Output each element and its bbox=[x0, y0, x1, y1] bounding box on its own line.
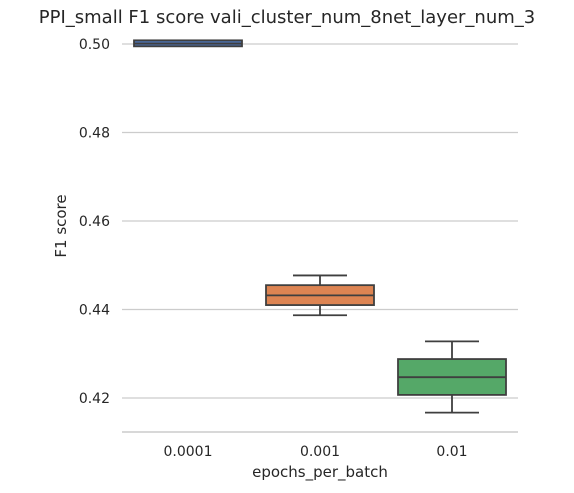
x-tick-label: 0.001 bbox=[300, 444, 340, 460]
gridlines bbox=[122, 43, 518, 399]
y-tick-label: 0.42 bbox=[79, 391, 110, 407]
y-tick-label: 0.48 bbox=[79, 126, 110, 142]
y-tick-labels: 0.42 0.44 0.46 0.48 0.50 bbox=[79, 37, 110, 407]
x-tick-labels: 0.0001 0.001 0.01 bbox=[164, 444, 468, 460]
x-tick-label: 0.0001 bbox=[164, 444, 213, 460]
chart-title: PPI_small F1 score vali_cluster_num_8net… bbox=[39, 7, 536, 28]
x-tick-label: 0.01 bbox=[436, 444, 467, 460]
x-axis-label: epochs_per_batch bbox=[252, 463, 388, 482]
box-group bbox=[133, 39, 243, 48]
boxes bbox=[133, 39, 507, 414]
y-axis-label: F1 score bbox=[52, 194, 70, 257]
y-tick-label: 0.44 bbox=[79, 303, 110, 319]
y-tick-label: 0.46 bbox=[79, 214, 110, 230]
box-group bbox=[397, 340, 507, 414]
y-tick-label: 0.50 bbox=[79, 37, 110, 53]
box-group bbox=[265, 274, 375, 317]
